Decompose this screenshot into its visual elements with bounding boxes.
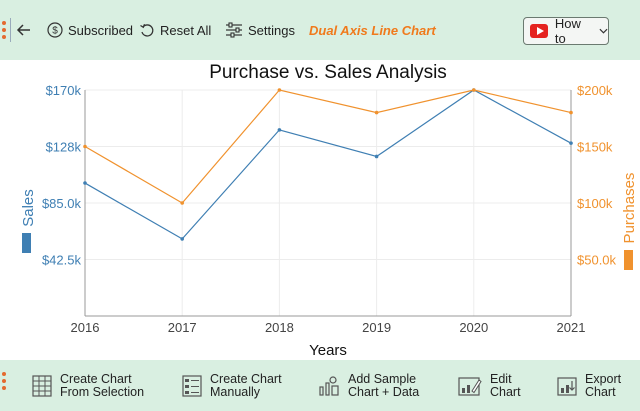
edit-chart-line1: Edit <box>490 371 512 386</box>
y-right-axis-title: Purchases <box>621 173 638 244</box>
edit-chart-line2: Chart <box>490 384 521 399</box>
bottom-toolbar: Create Chart From Selection Create Chart… <box>0 360 640 411</box>
create-manually-line2: Manually <box>210 384 261 399</box>
add-sample-line1: Add Sample <box>348 371 417 386</box>
how-to-label: How to <box>554 16 581 46</box>
y-left-axis-title: Sales <box>20 189 37 227</box>
reset-all-label: Reset All <box>160 22 212 38</box>
create-from-selection-line2: From Selection <box>60 384 145 399</box>
chart-type-title: Dual Axis Line Chart <box>309 22 436 38</box>
reset-all-button[interactable]: Reset All <box>139 0 211 60</box>
y-right-tick-label: $100k <box>577 196 613 211</box>
create-chart-manually-button[interactable]: Create Chart Manually <box>182 360 282 411</box>
chevron-down-icon <box>599 28 608 34</box>
y-left-tick-label: $85.0k <box>42 196 82 211</box>
y-left-tick-label: $128k <box>46 140 82 155</box>
top-toolbar: $ Subscribed Reset All Settings Dual Axi… <box>0 0 640 60</box>
export-chart-line1: Export <box>585 371 622 386</box>
dollar-circle-icon: $ <box>47 22 63 38</box>
data-point-purchases <box>569 110 573 115</box>
x-tick-label: 2021 <box>557 320 586 335</box>
sample-chart-icon <box>319 375 339 396</box>
form-list-icon <box>182 374 202 397</box>
data-point-purchases <box>374 110 379 115</box>
data-point-purchases <box>180 201 184 205</box>
reset-icon <box>140 23 154 37</box>
add-sample-chart-button[interactable]: Add Sample Chart + Data <box>318 360 419 411</box>
x-tick-label: 2019 <box>362 320 391 335</box>
data-point-purchases <box>277 88 282 92</box>
create-chart-from-selection-button[interactable]: Create Chart From Selection <box>32 360 144 411</box>
y-left-tick-label: $170k <box>46 83 82 98</box>
export-chart-icon <box>557 376 577 396</box>
settings-label: Settings <box>248 22 295 38</box>
subscribed-button[interactable]: $ Subscribed <box>47 0 133 60</box>
settings-sliders-icon <box>226 22 242 38</box>
youtube-icon <box>530 24 548 38</box>
x-tick-label: 2020 <box>459 320 488 335</box>
table-grid-icon <box>32 374 52 397</box>
create-from-selection-line1: Create Chart <box>60 371 132 386</box>
subscribed-label: Subscribed <box>68 22 134 38</box>
chart-canvas: 2016 2017 2018 2019 2020 2021 $42.5k $85.0k $128… <box>20 62 638 359</box>
purchases-legend-swatch <box>624 250 633 270</box>
edit-chart-icon <box>458 376 482 396</box>
how-to-dropdown[interactable]: How to <box>523 16 609 46</box>
data-point-sales <box>569 141 573 145</box>
data-point-sales <box>83 181 87 185</box>
data-point-sales <box>374 154 379 159</box>
svg-text:$: $ <box>52 26 58 37</box>
x-tick-label: 2017 <box>168 320 197 335</box>
y-right-tick-label: $50.0k <box>577 253 617 268</box>
data-point-purchases <box>83 144 87 149</box>
dual-axis-line-chart: 2016 2017 2018 2019 2020 2021 $42.5k $85.0k $128… <box>0 60 640 360</box>
series-line-sales <box>84 89 572 240</box>
x-tick-label: 2018 <box>265 320 294 335</box>
bottom-grip-handle-icon[interactable] <box>2 372 6 393</box>
sales-legend-swatch <box>22 233 31 253</box>
chart-title: Purchase vs. Sales Analysis <box>209 62 447 83</box>
series-line-purchases <box>84 89 572 204</box>
export-chart-button[interactable]: Export Chart <box>557 360 621 411</box>
export-chart-line2: Chart <box>585 384 616 399</box>
x-axis-title: Years <box>309 342 347 359</box>
data-point-sales <box>180 237 184 241</box>
x-tick-label: 2016 <box>71 320 100 335</box>
y-right-tick-label: $150k <box>577 140 613 155</box>
back-arrow-icon[interactable] <box>14 20 34 40</box>
y-right-tick-label: $200k <box>577 83 613 98</box>
toolbar-divider <box>10 18 11 42</box>
y-left-tick-label: $42.5k <box>42 253 82 268</box>
edit-chart-button[interactable]: Edit Chart <box>458 360 521 411</box>
add-sample-line2: Chart + Data <box>348 384 420 399</box>
data-point-purchases <box>472 88 476 92</box>
data-point-sales <box>277 128 282 132</box>
grip-handle-icon[interactable] <box>2 21 6 42</box>
create-manually-line1: Create Chart <box>210 371 282 386</box>
settings-button[interactable]: Settings <box>225 0 295 60</box>
